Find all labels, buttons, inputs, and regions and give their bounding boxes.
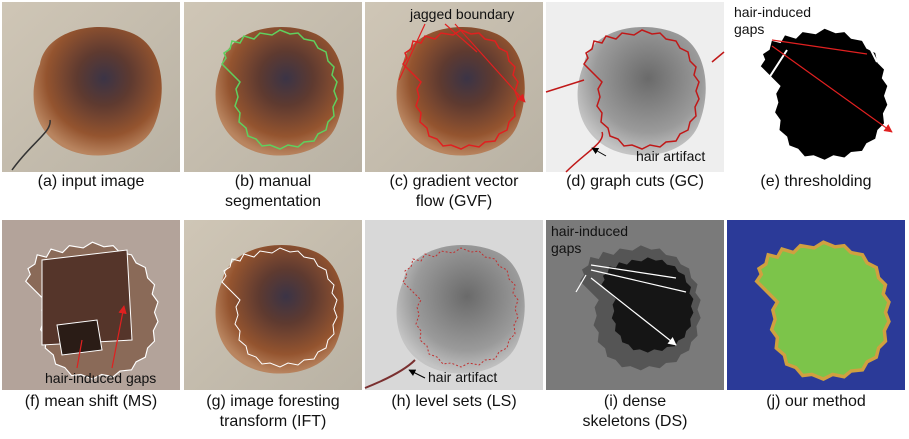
panel-h — [365, 220, 543, 390]
annotation: hair-induced — [734, 4, 811, 20]
caption: (h) level sets (LS) — [391, 393, 516, 410]
figure: (a) input image (b) manual segmentation (c)… — [0, 0, 909, 439]
panel-g — [184, 220, 362, 390]
caption: (e) thresholding — [760, 173, 871, 190]
panel-c — [365, 2, 543, 172]
annotation: hair-induced gaps — [45, 370, 156, 386]
annotation: jagged boundary — [409, 6, 514, 22]
caption: transform (IFT) — [220, 413, 327, 430]
panel-f — [2, 220, 180, 390]
caption: segmentation — [225, 193, 321, 210]
caption: (i) dense — [604, 393, 666, 410]
annotation: hair artifact — [636, 148, 705, 164]
panel-a — [2, 2, 180, 172]
caption: flow (GVF) — [416, 193, 492, 210]
panel-d — [546, 2, 724, 172]
panel-b — [184, 2, 362, 172]
annotation: hair-induced — [551, 223, 628, 239]
caption: (d) graph cuts (GC) — [566, 173, 704, 190]
annotation: hair artifact — [428, 369, 497, 385]
annotation: gaps — [734, 21, 764, 37]
caption: (g) image foresting — [206, 393, 339, 410]
caption: (j) our method — [766, 393, 866, 410]
caption: skeletons (DS) — [583, 413, 688, 430]
caption: (c) gradient vector — [390, 173, 520, 190]
annotation: gaps — [551, 240, 581, 256]
panel-j — [727, 220, 905, 390]
caption: (a) input image — [38, 173, 145, 190]
caption: (f) mean shift (MS) — [25, 393, 157, 410]
caption: (b) manual — [235, 173, 311, 190]
